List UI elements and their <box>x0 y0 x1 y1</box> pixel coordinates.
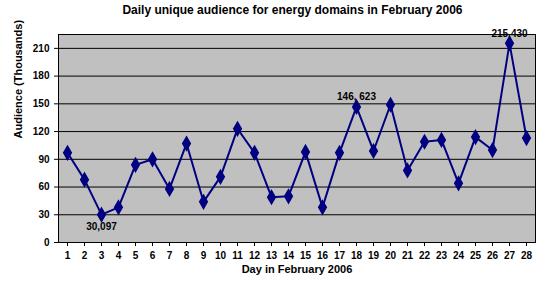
svg-text:1: 1 <box>65 250 71 261</box>
svg-text:9: 9 <box>201 250 207 261</box>
svg-text:19: 19 <box>368 250 380 261</box>
svg-text:10: 10 <box>215 250 227 261</box>
svg-text:22: 22 <box>419 250 431 261</box>
svg-text:12: 12 <box>249 250 261 261</box>
svg-text:146, 623: 146, 623 <box>337 91 376 102</box>
svg-text:7: 7 <box>167 250 173 261</box>
svg-text:28: 28 <box>521 250 533 261</box>
svg-text:Day in February 2006: Day in February 2006 <box>242 263 353 275</box>
svg-text:16: 16 <box>317 250 329 261</box>
svg-text:15: 15 <box>300 250 312 261</box>
svg-text:17: 17 <box>334 250 346 261</box>
svg-text:23: 23 <box>436 250 448 261</box>
svg-text:24: 24 <box>453 250 465 261</box>
svg-text:0: 0 <box>44 237 50 248</box>
svg-text:150: 150 <box>33 98 50 109</box>
svg-text:6: 6 <box>150 250 156 261</box>
svg-text:8: 8 <box>184 250 190 261</box>
svg-text:180: 180 <box>33 70 50 81</box>
svg-text:25: 25 <box>470 250 482 261</box>
svg-text:3: 3 <box>99 250 105 261</box>
html-text:Daily unique audience for ener: Daily unique audience for energy domains… <box>122 3 463 17</box>
svg-text:13: 13 <box>266 250 278 261</box>
svg-text:120: 120 <box>33 126 50 137</box>
svg-text:4: 4 <box>116 250 122 261</box>
svg-text:20: 20 <box>385 250 397 261</box>
svg-text:14: 14 <box>283 250 295 261</box>
svg-text:2: 2 <box>82 250 88 261</box>
svg-text:215,430: 215,430 <box>491 28 528 39</box>
svg-text:11: 11 <box>232 250 243 261</box>
svg-text:26: 26 <box>487 250 499 261</box>
svg-text:30: 30 <box>38 209 50 220</box>
svg-text:90: 90 <box>38 154 50 165</box>
svg-text:27: 27 <box>504 250 516 261</box>
svg-text:Audience (Thousands): Audience (Thousands) <box>12 20 24 139</box>
svg-text:60: 60 <box>38 181 50 192</box>
svg-text:30,097: 30,097 <box>86 221 117 232</box>
svg-text:210: 210 <box>33 43 50 54</box>
svg-text:18: 18 <box>351 250 363 261</box>
svg-text:21: 21 <box>402 250 414 261</box>
svg-text:5: 5 <box>133 250 139 261</box>
